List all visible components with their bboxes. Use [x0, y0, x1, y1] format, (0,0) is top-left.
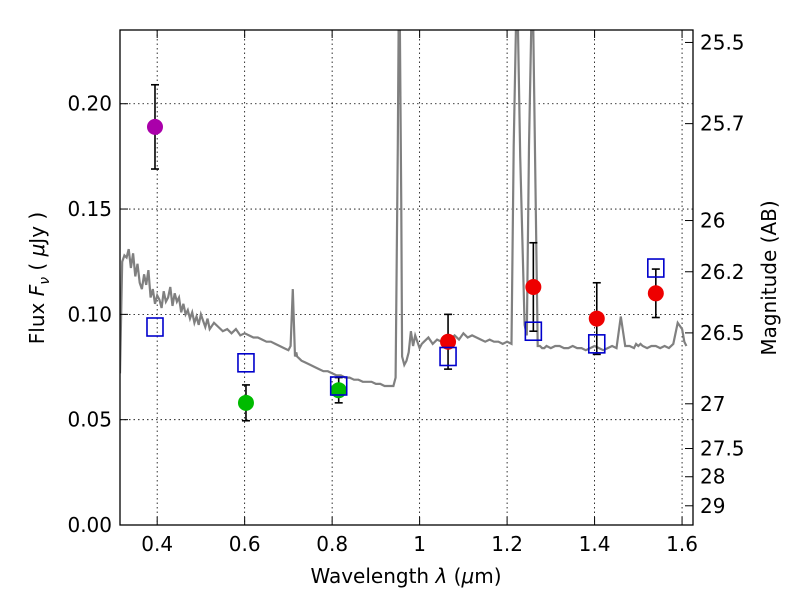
model-box [647, 258, 665, 278]
x-tick-label: 0.6 [229, 532, 261, 556]
x-tick-label: 0.4 [141, 532, 173, 556]
model-box [439, 346, 457, 367]
y-tick-label: 0.20 [67, 92, 112, 116]
model-box [329, 376, 348, 396]
y2-tick-label: 27 [700, 392, 725, 416]
measured-point [525, 278, 542, 295]
x-tick-label: 1 [413, 532, 426, 556]
measured-point [330, 382, 347, 399]
x-tick-label: 1.6 [666, 532, 698, 556]
x-tick-label: 0.8 [316, 532, 348, 556]
measured-point [146, 118, 163, 135]
model-box [237, 353, 255, 373]
y2-tick-label: 25.7 [700, 112, 745, 136]
error-bars [150, 83, 660, 422]
model-box [587, 334, 606, 354]
y2-tick-label: 25.5 [700, 30, 745, 54]
measured-point [440, 333, 457, 350]
grid-lines [120, 30, 693, 526]
y2-axis-ticks: 25.5 25.7 26 26.2 26.5 27 27.5 28 29 [685, 30, 745, 518]
y2-tick-label: 26.5 [700, 321, 745, 345]
x-axis-ticks: 0.4 0.6 0.8 1 1.2 1.4 1.6 [141, 30, 698, 556]
y2-tick-label: 26.2 [700, 260, 745, 284]
y2-tick-label: 28 [700, 465, 725, 489]
y-tick-label: 0.10 [67, 302, 112, 326]
y-tick-label: 0.05 [67, 408, 112, 432]
measured-points [146, 118, 664, 411]
y2-axis-label: Magnitude (AB) [757, 200, 781, 355]
measured-point [647, 285, 664, 302]
measured-point [237, 394, 254, 411]
measured-point [588, 310, 605, 327]
model-boxes [146, 258, 665, 396]
y-tick-label: 0.00 [67, 513, 112, 537]
plot-frame [119, 29, 694, 526]
x-tick-label: 1.2 [491, 532, 523, 556]
y-tick-label: 0.15 [67, 197, 112, 221]
y-axis-label: Flux Fν ( μJy ) [25, 212, 53, 344]
model-box [146, 317, 164, 337]
plot-area [120, 30, 688, 422]
model-box [524, 321, 543, 342]
template-spectrum-line [120, 30, 688, 388]
y2-tick-label: 26 [700, 209, 725, 233]
x-tick-label: 1.4 [579, 532, 611, 556]
y2-tick-label: 27.5 [700, 437, 745, 461]
y2-tick-label: 29 [700, 494, 725, 518]
y-axis-ticks: 0.00 0.05 0.10 0.15 0.20 [67, 92, 128, 537]
x-axis-label: Wavelength λ (μm) [310, 564, 501, 588]
